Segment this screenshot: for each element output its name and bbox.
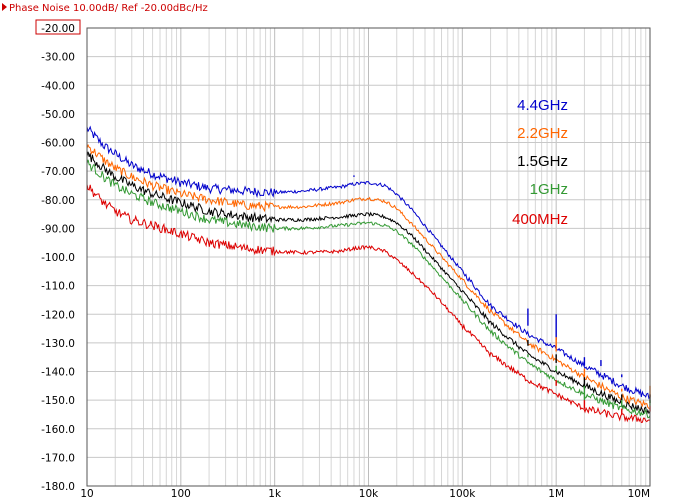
- y-tick-label: -140.0: [41, 367, 75, 379]
- y-tick-label: -60.00: [41, 138, 75, 150]
- y-tick-label: -120.0: [41, 309, 75, 321]
- legend-entry: 4.4GHz: [517, 97, 568, 114]
- y-tick-label: -130.0: [41, 338, 75, 350]
- y-tick-label: -70.00: [41, 166, 75, 178]
- y-tick-label: -50.00: [41, 109, 75, 121]
- x-tick-label: 1k: [268, 488, 282, 500]
- y-axis-ticks: -20.00 -30.00 -40.00 -50.00 -60.00 -70.00 -80.…: [41, 23, 75, 493]
- x-tick-label: 10M: [628, 488, 650, 500]
- grid: [86, 27, 650, 487]
- x-tick-label: 100: [171, 488, 191, 500]
- series-line: [86, 184, 651, 424]
- x-axis-ticks: 10 100 1k 10k 100k 1M 10M: [80, 488, 650, 500]
- x-tick-label: 100k: [449, 488, 476, 500]
- legend: 4.4GHz 2.2GHz 1.5GHz 1GHz 400MHz: [512, 97, 568, 228]
- legend-entry: 1.5GHz: [517, 153, 568, 170]
- legend-entry: 1GHz: [530, 181, 568, 198]
- y-tick-label: -80.00: [41, 195, 75, 207]
- y-tick-label: -100.0: [41, 252, 75, 264]
- legend-entry: 2.2GHz: [517, 125, 568, 142]
- y-tick-label: -150.0: [41, 395, 75, 407]
- legend-entry: 400MHz: [512, 211, 568, 228]
- y-tick-label: -90.00: [41, 223, 75, 235]
- y-tick-label: -40.00: [41, 80, 75, 92]
- x-tick-label: 10k: [359, 488, 379, 500]
- y-tick-label: -160.0: [41, 424, 75, 436]
- y-tick-label: -110.0: [41, 281, 75, 293]
- x-tick-label: 10: [80, 488, 93, 500]
- y-tick-label: -30.00: [41, 52, 75, 64]
- series-group: [86, 125, 651, 424]
- chart-title: Phase Noise 10.00dB/ Ref -20.00dBc/Hz: [9, 3, 208, 14]
- x-tick-label: 1M: [548, 488, 564, 500]
- plot-frame: [86, 27, 651, 487]
- header-marker-icon: [2, 3, 7, 11]
- chart-header: Phase Noise 10.00dB/ Ref -20.00dBc/Hz: [2, 3, 208, 14]
- y-tick-label: -20.00: [41, 23, 75, 35]
- y-tick-label: -180.0: [41, 481, 75, 493]
- y-tick-label: -170.0: [41, 452, 75, 464]
- y-ref-highlight: [35, 19, 81, 35]
